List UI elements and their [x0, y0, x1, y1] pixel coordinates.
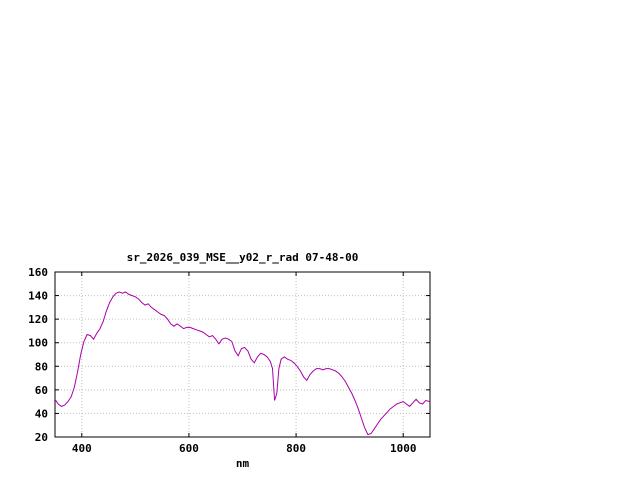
x-tick-label: 600	[179, 442, 199, 455]
y-tick-label: 40	[35, 407, 48, 420]
plot-border	[54, 271, 431, 438]
x-tick-label: 1000	[390, 442, 417, 455]
x-tick-label: 400	[72, 442, 92, 455]
x-axis-label: nm	[235, 457, 250, 470]
y-tick-label: 120	[28, 313, 48, 326]
y-tick-label: 160	[28, 266, 48, 279]
series-line	[54, 291, 431, 436]
y-tick-label: 20	[35, 431, 48, 444]
x-tick-label: 800	[286, 442, 306, 455]
y-tick-label: 100	[28, 337, 48, 350]
y-tick-label: 60	[35, 384, 48, 397]
y-tick-label: 140	[28, 290, 48, 303]
chart-title: sr_2026_039_MSE__y02_r_rad 07-48-00	[126, 251, 359, 264]
y-tick-label: 80	[35, 360, 48, 373]
